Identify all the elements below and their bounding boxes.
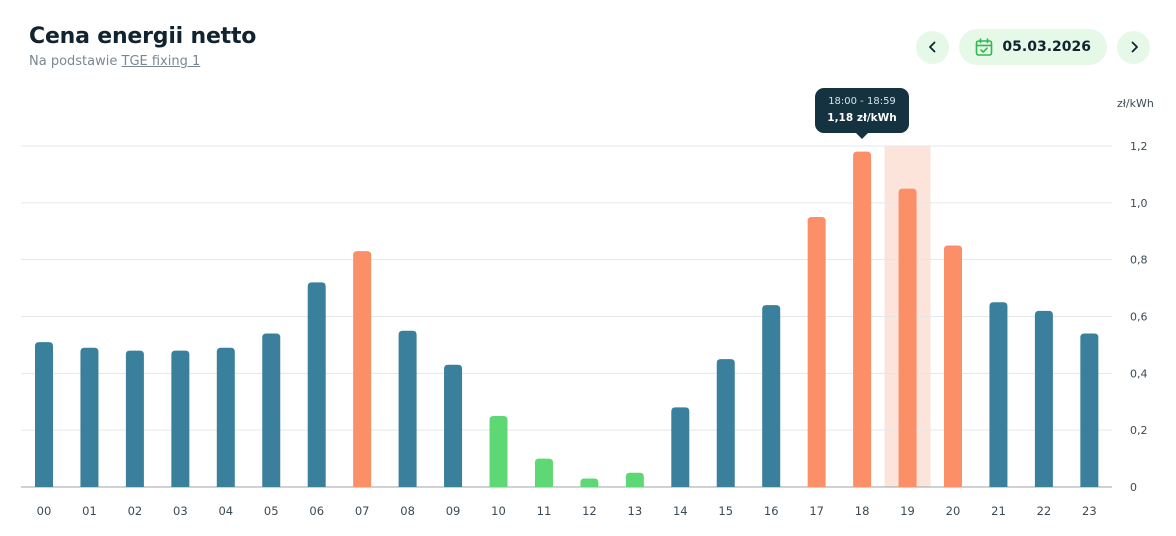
x-tick-label: 23 [1082,504,1097,518]
bar-hour-16[interactable] [762,305,781,487]
x-tick-label: 17 [809,504,824,518]
bar-hour-11[interactable] [534,458,553,487]
bar-hour-18[interactable] [853,151,872,487]
y-tick-label: 0,4 [1130,367,1148,380]
bar-hour-13[interactable] [625,472,644,487]
bar-hour-21[interactable] [989,302,1008,487]
subtitle: Na podstawie TGE fixing 1 [29,53,256,71]
x-tick-label: 10 [491,504,506,518]
calendar-check-icon [976,37,993,56]
bar-hour-15[interactable] [716,359,735,487]
bar-hour-02[interactable] [125,350,144,487]
y-tick-label: 0,6 [1130,311,1148,324]
x-tick-label: 15 [718,504,733,518]
bar-hour-14[interactable] [671,407,690,487]
chart-header: Cena energii netto Na podstawie TGE fixi… [29,22,256,71]
date-navigation: 05.03.2026 [916,29,1150,65]
x-tick-label: 00 [37,504,52,518]
bar-hour-08[interactable] [398,330,417,487]
y-tick-label: 1,0 [1130,197,1148,210]
tooltip-price: 1,18 zł/kWh [827,112,897,124]
page-title: Cena energii netto [29,24,257,49]
bar-hour-12[interactable] [580,478,599,487]
y-axis-unit-label: zł/kWh [1117,97,1154,110]
selected-date: 05.03.2026 [1002,39,1091,55]
x-tick-label: 14 [673,504,688,518]
y-tick-label: 0,8 [1130,254,1148,267]
bar-hour-17[interactable] [807,217,826,487]
bar-hour-20[interactable] [944,245,962,487]
x-tick-label: 01 [82,504,97,518]
y-tick-label: 0 [1130,481,1137,494]
x-tick-label: 11 [537,504,552,518]
bar-hour-05[interactable] [262,333,281,487]
bar-hour-19[interactable] [898,188,917,487]
tooltip-arrow [856,133,868,139]
chevron-right-icon [1131,41,1138,53]
x-tick-label: 13 [628,504,643,518]
bar-hour-06[interactable] [307,282,326,487]
tooltip-time-range: 18:00 - 18:59 [828,96,896,107]
x-tick-label: 07 [355,504,370,518]
subtitle-prefix: Na podstawie [29,54,118,69]
x-tick-label: 12 [582,504,597,518]
date-picker-button[interactable]: 05.03.2026 [959,29,1107,65]
next-day-button[interactable] [1117,30,1150,64]
price-tooltip: 18:00 - 18:59 1,18 zł/kWh [815,88,909,139]
bar-hour-03[interactable] [171,350,190,487]
x-tick-label: 21 [991,504,1006,518]
x-tick-label: 19 [900,504,915,518]
bar-hour-23[interactable] [1080,333,1099,487]
x-tick-label: 08 [400,504,415,518]
x-tick-label: 04 [218,504,233,518]
bar-hour-01[interactable] [80,347,99,487]
x-tick-label: 05 [264,504,279,518]
y-tick-label: 0,2 [1130,424,1148,437]
x-tick-label: 09 [446,504,461,518]
x-tick-label: 16 [764,504,779,518]
x-tick-label: 18 [855,504,870,518]
bar-hour-09[interactable] [444,364,463,487]
tge-fixing-link[interactable]: TGE fixing 1 [121,54,201,69]
bar-hour-22[interactable] [1034,310,1053,487]
x-tick-label: 03 [173,504,188,518]
x-tick-label: 06 [309,504,324,518]
x-tick-label: 20 [946,504,961,518]
x-tick-label: 02 [128,504,143,518]
bar-hour-04[interactable] [216,347,235,487]
bar-hour-07[interactable] [353,251,372,487]
bar-hour-00[interactable] [35,342,53,487]
bar-hour-10[interactable] [489,415,508,487]
y-tick-label: 1,2 [1130,140,1148,153]
previous-day-button[interactable] [916,30,950,64]
x-tick-label: 22 [1037,504,1052,518]
chevron-left-icon [929,41,936,53]
